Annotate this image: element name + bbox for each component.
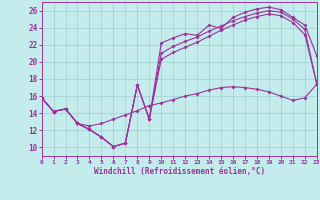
X-axis label: Windchill (Refroidissement éolien,°C): Windchill (Refroidissement éolien,°C) xyxy=(94,167,265,176)
